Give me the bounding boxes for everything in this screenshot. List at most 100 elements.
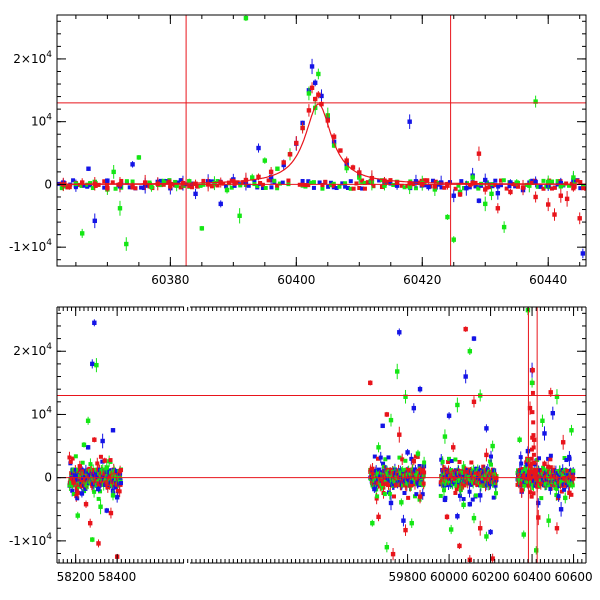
- noise-point: [209, 184, 214, 189]
- data-point: [417, 494, 423, 499]
- data-point: [281, 162, 286, 168]
- data-point: [94, 362, 99, 368]
- noise-point: [345, 185, 350, 190]
- noise-point: [409, 483, 414, 488]
- dense-point-band: [67, 380, 576, 505]
- data-point: [533, 99, 538, 104]
- data-point: [399, 500, 404, 505]
- data-point: [560, 440, 566, 445]
- data-point: [558, 184, 564, 189]
- noise-point: [88, 183, 93, 188]
- data-point: [484, 452, 489, 458]
- y-tick-label: 104: [31, 113, 52, 129]
- data-point: [448, 527, 454, 532]
- data-point: [536, 515, 541, 520]
- data-point: [520, 185, 526, 190]
- data-point: [471, 515, 477, 521]
- data-point: [455, 514, 460, 519]
- noise-point: [380, 478, 385, 483]
- data-point: [484, 426, 489, 431]
- noise-point: [385, 180, 390, 185]
- noise-point: [65, 185, 70, 190]
- data-point: [455, 402, 460, 408]
- noise-point: [195, 184, 200, 189]
- y-tick-label: 2×104: [13, 50, 52, 66]
- data-point: [83, 502, 89, 507]
- data-point: [517, 437, 522, 442]
- noise-point: [113, 186, 118, 191]
- model-curve: [57, 103, 586, 185]
- data-point: [536, 500, 541, 506]
- data-point: [104, 465, 109, 470]
- noise-point: [454, 487, 459, 492]
- noise-point: [317, 180, 322, 185]
- noise-point: [402, 490, 407, 495]
- data-point: [415, 451, 421, 456]
- data-point: [130, 162, 135, 167]
- data-point: [508, 189, 513, 195]
- bump-point: [529, 461, 534, 466]
- data-point: [71, 480, 76, 485]
- noise-point: [493, 178, 498, 183]
- noise-point: [275, 183, 280, 188]
- data-point: [554, 526, 560, 531]
- noise-point: [469, 460, 474, 465]
- data-point: [407, 119, 412, 124]
- data-point: [124, 241, 129, 247]
- bump-point: [531, 445, 536, 450]
- noise-point: [425, 178, 430, 183]
- noise-point: [419, 178, 424, 183]
- noise-point: [433, 179, 438, 184]
- noise-point: [491, 495, 496, 500]
- noise-point: [453, 186, 458, 191]
- data-point: [325, 118, 330, 123]
- data-point: [471, 336, 477, 341]
- noise-point: [531, 491, 536, 496]
- noise-point: [459, 179, 464, 184]
- noise-point: [306, 183, 311, 188]
- noise-point: [536, 456, 541, 461]
- noise-point: [190, 185, 195, 190]
- noise-point: [246, 183, 251, 188]
- x-tick-label: 60440: [529, 273, 567, 287]
- noise-point: [357, 186, 362, 191]
- noise-point: [578, 186, 583, 191]
- noise-point: [343, 181, 348, 186]
- noise-point: [226, 180, 231, 185]
- noise-point: [449, 468, 454, 473]
- noise-point: [535, 184, 540, 189]
- noise-point: [375, 494, 380, 499]
- noise-point: [498, 183, 503, 188]
- noise-point: [554, 486, 559, 491]
- noise-point: [85, 184, 90, 189]
- bump-point: [528, 476, 533, 481]
- data-point: [521, 532, 526, 537]
- noise-point: [70, 456, 75, 461]
- data-point: [86, 166, 91, 171]
- data-point: [262, 158, 268, 163]
- noise-point: [235, 180, 240, 185]
- noise-point: [141, 186, 146, 191]
- data-point: [527, 405, 533, 411]
- data-point: [411, 459, 417, 464]
- noise-point: [539, 496, 544, 501]
- noise-point: [232, 183, 237, 188]
- noise-point: [102, 185, 107, 190]
- noise-point: [422, 178, 427, 183]
- noise-point: [320, 183, 325, 188]
- noise-point: [334, 186, 339, 191]
- data-point: [577, 216, 582, 221]
- noise-point: [306, 179, 311, 184]
- noise-point: [549, 179, 554, 184]
- data-point: [110, 493, 116, 498]
- noise-point: [87, 466, 92, 471]
- noise-point: [515, 482, 520, 487]
- noise-point: [362, 186, 367, 191]
- noise-point: [372, 454, 377, 459]
- noise-point: [405, 183, 410, 188]
- noise-point: [181, 184, 186, 189]
- data-point: [237, 213, 242, 218]
- bump-point: [528, 464, 533, 469]
- noise-point: [102, 179, 107, 184]
- data-point: [313, 96, 318, 102]
